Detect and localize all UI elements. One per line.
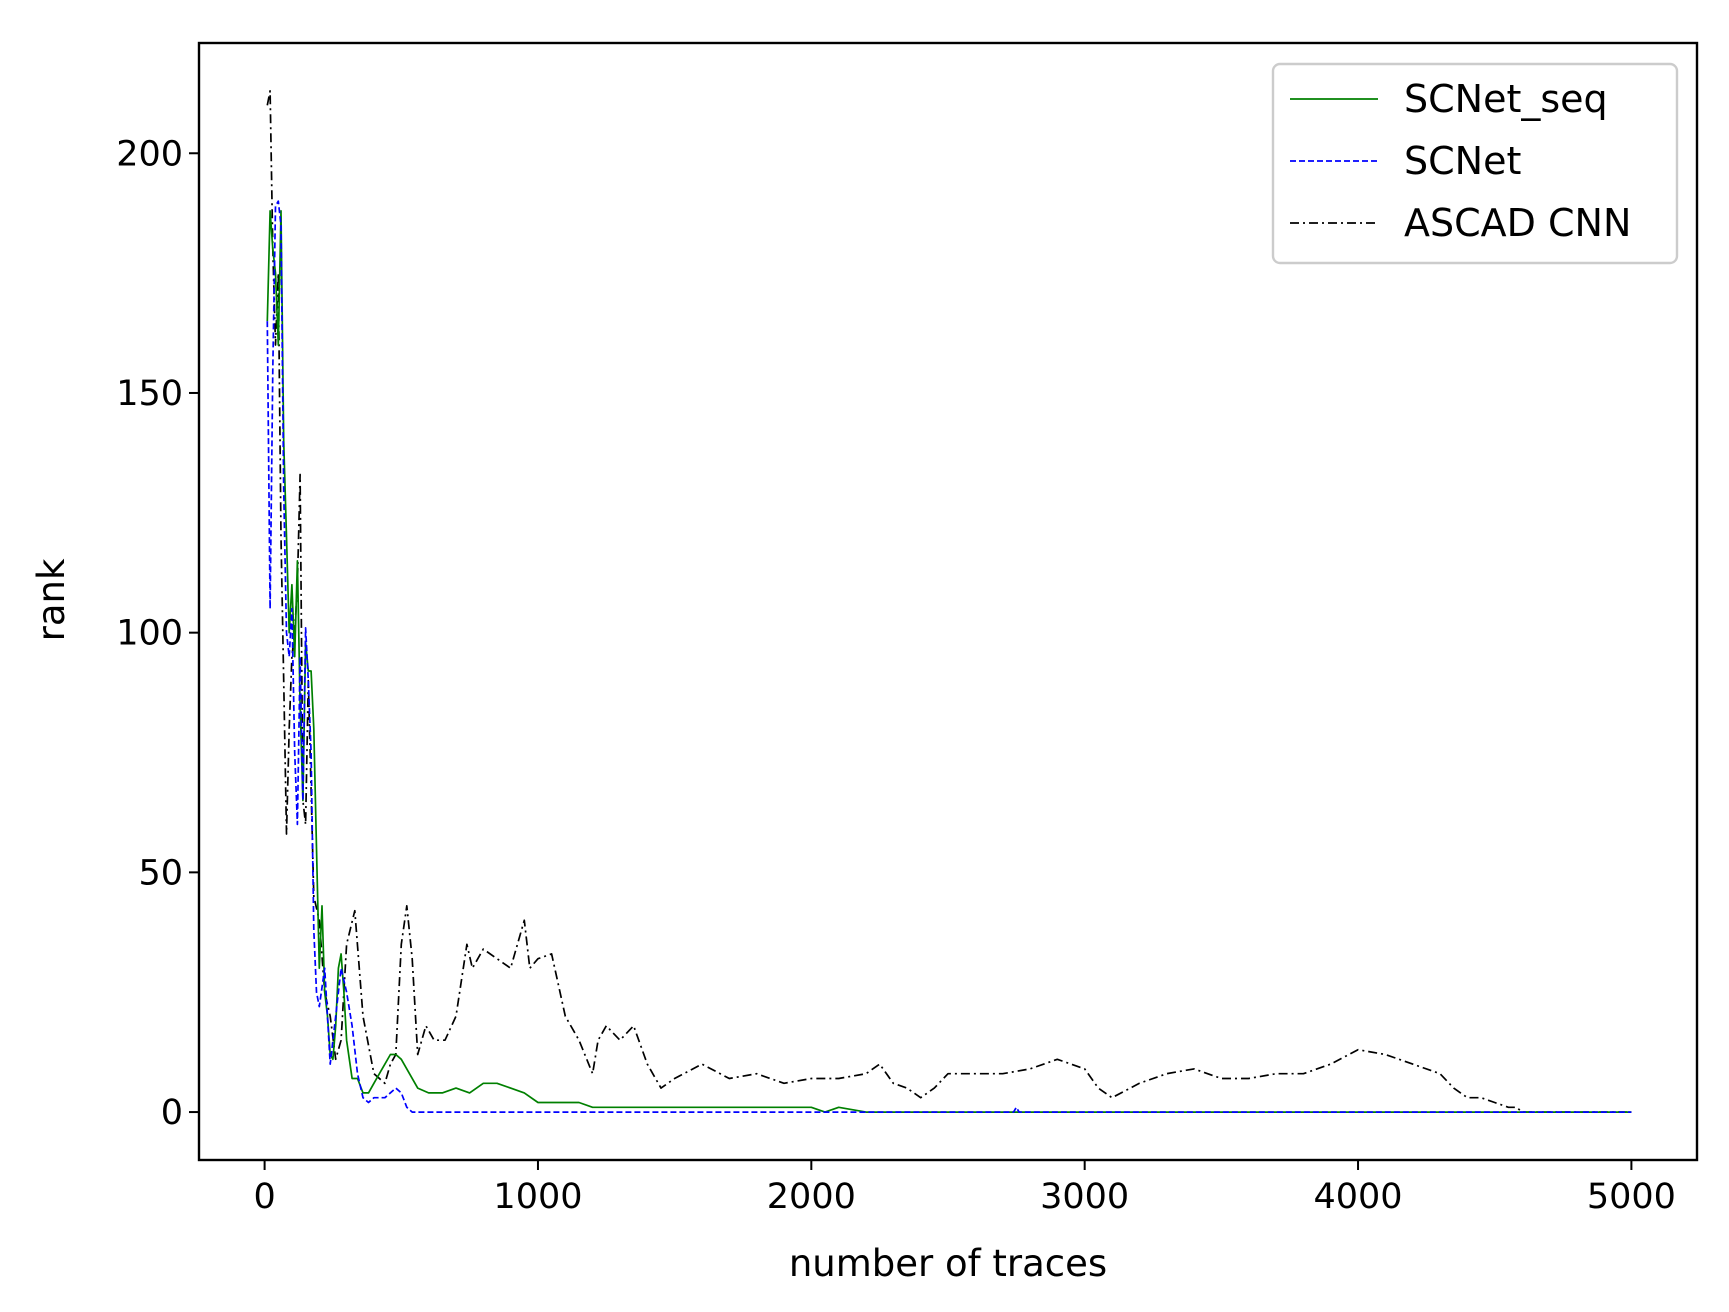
y-tick-label: 100 <box>116 614 183 654</box>
x-tick-label: 0 <box>253 1177 275 1217</box>
y-tick-label: 50 <box>138 853 183 893</box>
y-tick-label: 200 <box>116 134 183 174</box>
x-axis-label: number of traces <box>789 1242 1107 1285</box>
x-tick-label: 5000 <box>1587 1177 1676 1217</box>
x-tick-label: 1000 <box>493 1177 582 1217</box>
series-line-scnet <box>266 200 1632 1113</box>
y-tick-label: 0 <box>161 1093 183 1133</box>
legend-label-ascad-cnn: ASCAD CNN <box>1404 201 1631 245</box>
x-tick-label: 4000 <box>1313 1177 1402 1217</box>
legend: SCNet_seq SCNet ASCAD CNN <box>1271 62 1679 265</box>
series-layer <box>266 90 1632 1113</box>
x-tick-label: 2000 <box>767 1177 856 1217</box>
x-tick-label: 3000 <box>1040 1177 1129 1217</box>
y-axis-label: rank <box>30 558 73 641</box>
series-line-scnet-seq <box>266 209 1632 1113</box>
legend-label-scnet: SCNet <box>1404 139 1521 183</box>
legend-label-scnet-seq: SCNet_seq <box>1404 77 1608 121</box>
series-line-ascad-cnn <box>266 90 1632 1113</box>
x-axis: 0 1000 2000 3000 4000 5000 <box>253 1160 1676 1217</box>
y-tick-label: 150 <box>116 374 183 414</box>
y-axis: 0 50 100 150 200 <box>116 134 199 1133</box>
legend-box <box>1271 62 1679 265</box>
